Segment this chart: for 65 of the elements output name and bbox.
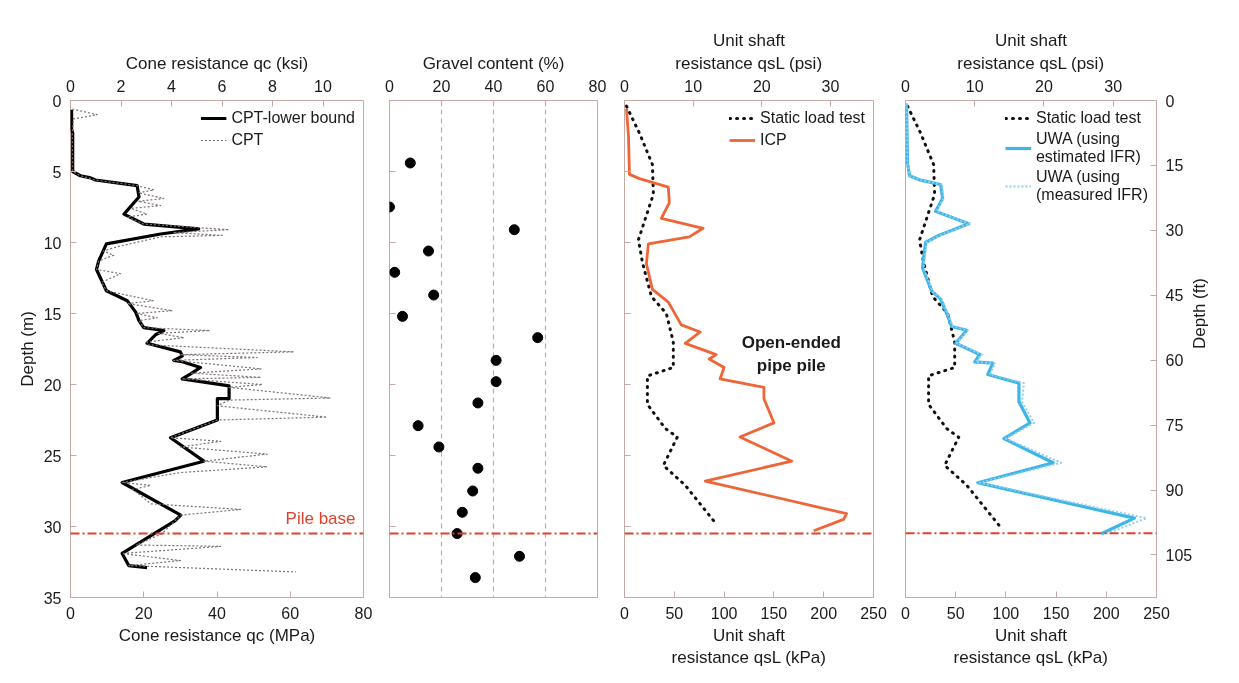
x2-tick-label: 10: [965, 77, 984, 95]
x-tick-label: 250: [860, 604, 887, 622]
x2-tick-label: 6: [217, 77, 227, 95]
y-tick-label: 30: [1165, 222, 1184, 240]
x-tick-label: 0: [385, 77, 395, 95]
y-axis-title: Depth (m): [17, 311, 37, 387]
x2-tick-label: 30: [1104, 77, 1123, 95]
x-tick-label: 0: [620, 604, 630, 622]
x-tick-label: 200: [1092, 604, 1120, 622]
legend-label: Static load test: [760, 109, 865, 127]
annotation: Open-ended pipe pile: [741, 333, 841, 375]
x-tick-label: 100: [710, 604, 738, 622]
x2-tick-label: 4: [167, 77, 177, 95]
x-tick-label: 60: [281, 604, 300, 622]
legend-label: Static load test: [1035, 109, 1141, 127]
x2-tick-label: 8: [268, 77, 278, 95]
y-tick-label: 5: [52, 163, 62, 181]
y-tick-label: 45: [1165, 287, 1184, 305]
legend-label: UWA (using (measured IFR): [1035, 168, 1148, 204]
legend-label: ICP: [760, 131, 787, 149]
x-axis-title: Cone resistance qc (MPa): [118, 625, 316, 645]
y-tick-label: 25: [43, 447, 62, 465]
x2-axis-title: Unit shaft resistance qsL (psi): [675, 30, 823, 73]
x-tick-label: 80: [354, 604, 373, 622]
y-tick-label: 75: [1165, 417, 1184, 435]
y-tick-label: 30: [43, 518, 62, 536]
y-tick-label: 35: [43, 589, 62, 607]
x-axis-title: Unit shaft resistance qsL (kPa): [671, 625, 826, 668]
x-axis-title: Gravel content (%): [422, 53, 565, 73]
y-tick-label: 105: [1165, 546, 1193, 564]
x-tick-label: 250: [1143, 604, 1170, 622]
x-tick-label: 40: [208, 604, 226, 622]
y-tick-label: 90: [1165, 482, 1184, 500]
x2-tick-label: 30: [821, 77, 840, 95]
x-tick-label: 150: [1042, 604, 1070, 622]
y-tick-label: 15: [1165, 157, 1184, 175]
x-tick-label: 80: [588, 77, 607, 95]
y-tick-label: 0: [52, 92, 62, 110]
x2-axis-title: Unit shaft resistance qsL (psi): [957, 30, 1105, 73]
ref-line-label: Pile base: [285, 508, 356, 528]
x-axis-title: Unit shaft resistance qsL (kPa): [953, 625, 1108, 668]
x-tick-label: 50: [946, 604, 965, 622]
x-tick-label: 100: [992, 604, 1020, 622]
x-tick-label: 200: [810, 604, 838, 622]
x-tick-label: 20: [432, 77, 451, 95]
x-tick-label: 0: [66, 604, 76, 622]
x-tick-label: 60: [536, 77, 555, 95]
y-tick-label: 10: [43, 234, 62, 252]
x2-tick-label: 10: [684, 77, 703, 95]
y-tick-label: 60: [1165, 352, 1184, 370]
x-tick-label: 20: [134, 604, 153, 622]
legend-label: CPT: [231, 131, 264, 149]
x2-tick-label: 2: [116, 77, 126, 95]
x-tick-label: 0: [901, 604, 911, 622]
legend-label: CPT-lower bound: [231, 109, 355, 127]
x-tick-label: 50: [665, 604, 684, 622]
x2-tick-label: 10: [314, 77, 333, 95]
x-tick-label: 150: [760, 604, 788, 622]
legend-label: UWA (using estimated IFR): [1035, 130, 1141, 166]
y-tick-label: 20: [43, 376, 62, 394]
x2-axis-title: Cone resistance qc (ksi): [125, 53, 309, 73]
y-tick-label: 0: [1165, 92, 1175, 110]
y-tick-label: 15: [43, 305, 62, 323]
y-axis-title: Depth (ft): [1189, 278, 1209, 349]
x-tick-label: 40: [484, 77, 503, 95]
